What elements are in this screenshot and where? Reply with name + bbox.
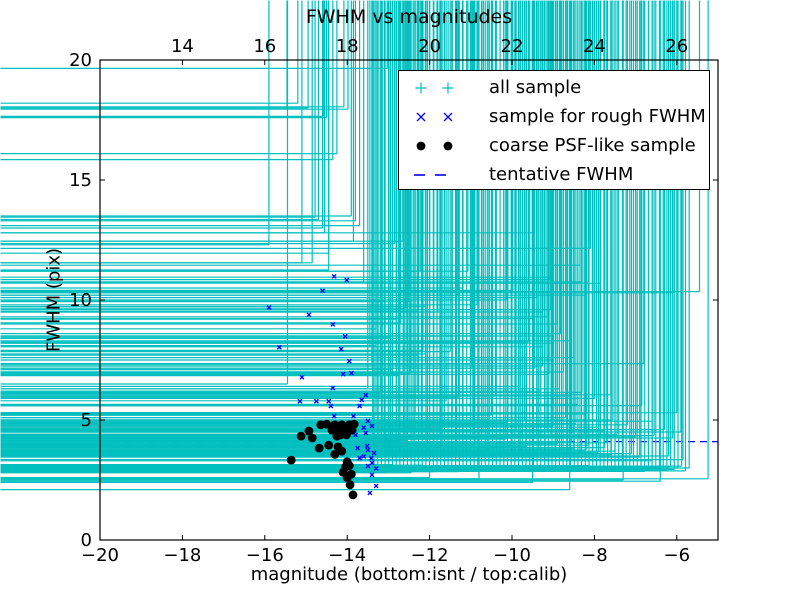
legend: all sample sample for rough FWHM coarse … xyxy=(398,70,710,190)
x-axis-label: magnitude (bottom:isnt / top:calib) xyxy=(250,564,568,585)
svg-text:5: 5 xyxy=(81,410,92,431)
svg-text:−16: −16 xyxy=(246,545,284,566)
legend-item-psf-sample: coarse PSF-like sample xyxy=(399,131,709,160)
chart-title: FWHM vs magnitudes xyxy=(305,6,513,28)
svg-text:14: 14 xyxy=(171,36,194,57)
legend-item-all-sample: all sample xyxy=(399,73,709,102)
svg-text:−8: −8 xyxy=(581,545,608,566)
y-axis-label: FWHM (pix) xyxy=(43,247,65,353)
svg-text:18: 18 xyxy=(336,36,359,57)
svg-text:−6: −6 xyxy=(664,545,691,566)
legend-item-rough-fwhm: sample for rough FWHM xyxy=(399,102,709,131)
svg-text:24: 24 xyxy=(583,36,606,57)
svg-text:10: 10 xyxy=(69,290,92,311)
svg-text:−20: −20 xyxy=(81,545,119,566)
svg-text:−12: −12 xyxy=(411,545,449,566)
svg-text:16: 16 xyxy=(253,36,276,57)
svg-text:22: 22 xyxy=(501,36,524,57)
svg-text:20: 20 xyxy=(418,36,441,57)
legend-label: all sample xyxy=(489,77,582,98)
svg-text:15: 15 xyxy=(69,170,92,191)
legend-item-tentative-fwhm: tentative FWHM xyxy=(399,160,709,189)
svg-text:20: 20 xyxy=(69,50,92,71)
svg-text:−18: −18 xyxy=(163,545,201,566)
svg-text:0: 0 xyxy=(81,530,92,551)
svg-text:−10: −10 xyxy=(493,545,531,566)
svg-text:−14: −14 xyxy=(328,545,366,566)
dashed-line-icon xyxy=(414,173,446,176)
legend-label: tentative FWHM xyxy=(489,164,634,185)
plus-marker-icon xyxy=(415,82,454,93)
cross-marker-icon xyxy=(416,112,453,121)
svg-text:26: 26 xyxy=(665,36,688,57)
dot-marker-icon xyxy=(416,141,453,150)
legend-label: coarse PSF-like sample xyxy=(489,135,696,156)
legend-label: sample for rough FWHM xyxy=(489,106,706,127)
